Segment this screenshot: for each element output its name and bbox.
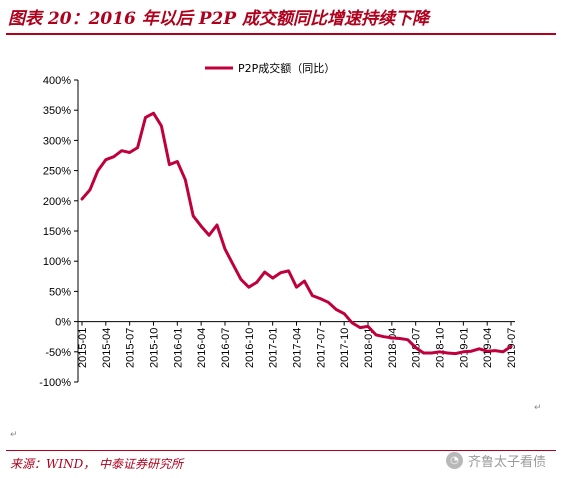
wechat-icon: ◔ — [446, 452, 463, 469]
chart-title: 图表 20：2016 年以后 P2P 成交额同比增速持续下降 — [8, 9, 430, 29]
x-tick-label: 2015-01 — [77, 328, 89, 368]
footer-divider — [6, 450, 556, 451]
chart-legend: P2P成交额（同比） — [205, 61, 335, 75]
paragraph-mark: ↵ — [10, 430, 18, 440]
watermark-text: 齐鲁太子看债 — [468, 455, 547, 470]
chart-axes: 400% 350% 300% 250% 200% 150% 100% 50% 0% -50% -10… — [39, 75, 518, 389]
x-tick-label: 2016-07 — [220, 328, 232, 368]
title-divider — [6, 33, 556, 35]
y-tick-label: 200% — [43, 196, 71, 208]
y-tick-label: 0% — [55, 317, 71, 329]
x-tick-label: 2019-01 — [458, 328, 470, 368]
y-tick-label: 400% — [43, 75, 71, 87]
y-tick-label: 150% — [43, 226, 71, 238]
x-tick-label: 2015-07 — [125, 328, 137, 368]
x-tick-label: 2018-04 — [387, 328, 399, 368]
x-tick-label: 2019-04 — [482, 328, 494, 368]
x-tick-label: 2019-07 — [506, 328, 518, 368]
series-line — [80, 111, 513, 356]
y-tick-label: 300% — [43, 135, 71, 147]
y-tick-label: -50% — [45, 347, 71, 359]
y-tick-label: 250% — [43, 166, 71, 178]
x-tick-label: 2015-10 — [148, 328, 160, 368]
source-note: 来源：WIND， 中泰证券研究所 — [10, 457, 184, 471]
x-tick-label: 2015-04 — [101, 328, 113, 368]
x-tick-label: 2017-07 — [315, 328, 327, 368]
x-tick-label: 2016-04 — [196, 328, 208, 368]
x-tick-label: 2017-01 — [268, 328, 280, 368]
line-chart: 400% 350% 300% 250% 200% 150% 100% 50% 0% -50% -10… — [39, 61, 518, 389]
x-tick-label: 2017-10 — [339, 328, 351, 368]
x-tick-label: 2018-01 — [363, 328, 375, 368]
x-tick-label: 2018-10 — [435, 328, 447, 368]
paragraph-mark: ↵ — [534, 403, 542, 413]
x-tick-label: 2017-04 — [292, 328, 304, 368]
x-tick-label: 2016-10 — [244, 328, 256, 368]
y-tick-label: 50% — [49, 286, 71, 298]
x-tick-label: 2016-01 — [172, 328, 184, 368]
y-tick-label: -100% — [39, 377, 71, 389]
watermark: ◔ 齐鲁太子看债 — [446, 451, 546, 470]
y-tick-label: 100% — [43, 256, 71, 268]
legend-label: P2P成交额（同比） — [238, 61, 335, 75]
y-tick-label: 350% — [43, 105, 71, 117]
